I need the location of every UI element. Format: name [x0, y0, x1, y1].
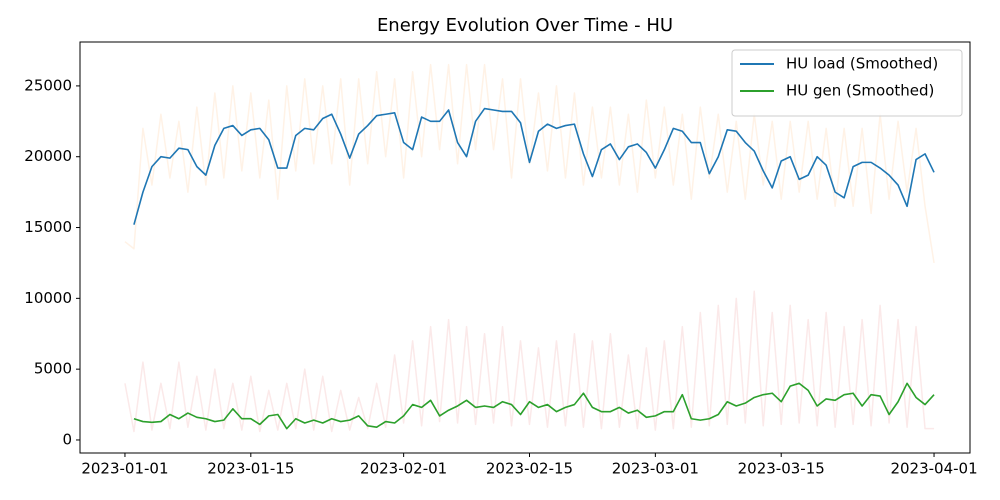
series-line [124, 290, 935, 433]
y-tick-label: 20000 [24, 147, 72, 165]
x-tick-label: 2023-03-01 [612, 460, 699, 478]
y-tick-label: 15000 [24, 218, 72, 236]
legend-label: HU load (Smoothed) [786, 55, 938, 73]
series-line [133, 382, 935, 430]
series-line [133, 107, 935, 225]
plot-frame [79, 41, 971, 454]
y-tick-label: 5000 [34, 360, 72, 378]
y-tick-label: 0 [62, 430, 72, 448]
legend-box [731, 49, 963, 117]
legend-label: HU gen (Smoothed) [786, 82, 934, 100]
x-tick-label: 2023-01-15 [207, 460, 294, 478]
series-line [124, 63, 935, 264]
legend: HU load (Smoothed) HU gen (Smoothed) [731, 49, 963, 117]
x-tick-label: 2023-02-01 [360, 460, 447, 478]
x-tick-label: 2023-01-01 [81, 460, 168, 478]
x-tick-label: 2023-04-01 [890, 460, 977, 478]
chart-title: Energy Evolution Over Time - HU [377, 15, 673, 36]
x-tick-label: 2023-03-15 [738, 460, 825, 478]
y-tick-label: 25000 [24, 76, 72, 94]
x-tick-label: 2023-02-15 [486, 460, 573, 478]
y-tick-label: 10000 [24, 289, 72, 307]
